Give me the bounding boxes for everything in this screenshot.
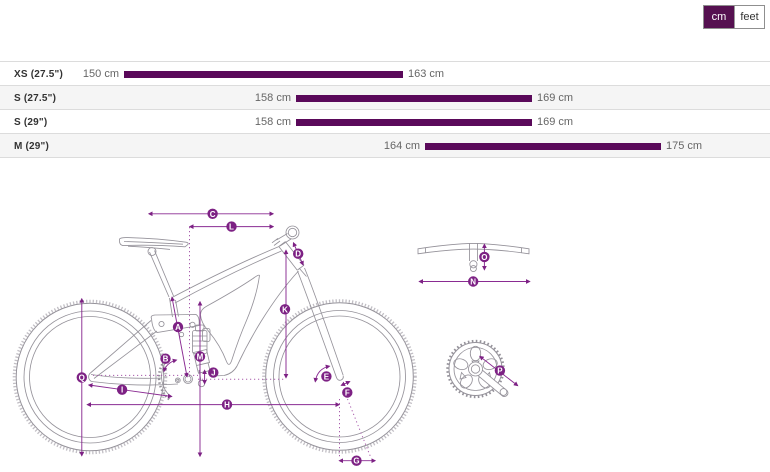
svg-text:M: M [197,353,204,362]
svg-text:B: B [163,355,169,364]
svg-text:D: D [295,250,301,259]
svg-text:L: L [229,223,234,232]
svg-text:E: E [324,372,330,381]
svg-text:N: N [470,278,476,287]
svg-text:K: K [282,305,288,314]
svg-text:O: O [481,253,487,262]
svg-text:I: I [121,386,123,395]
svg-text:P: P [497,367,503,376]
svg-text:C: C [210,210,216,219]
svg-text:G: G [353,457,359,466]
svg-text:Q: Q [79,373,85,382]
svg-text:J: J [211,369,215,378]
svg-text:A: A [175,323,181,332]
svg-text:H: H [224,401,230,410]
svg-text:F: F [345,389,350,398]
